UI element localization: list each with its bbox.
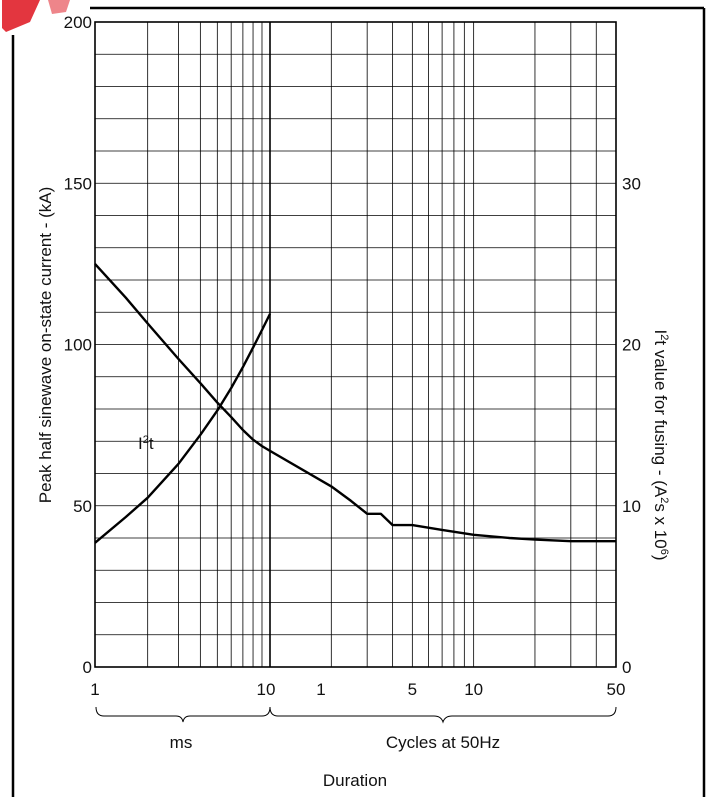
labels: 0 50 100 150 200 0 10 20 30 1 10 1 5 10 50 bbox=[64, 13, 641, 699]
x-tick-label: 10 bbox=[257, 680, 276, 699]
right-tick-label: 20 bbox=[622, 336, 641, 355]
right-axis-title: I2t value for fusing - (A2s x 106) bbox=[651, 330, 670, 561]
i2t-series-label: I2t bbox=[138, 434, 154, 453]
left-tick-label: 0 bbox=[83, 658, 92, 677]
left-axis-title: Peak half sinewave on-state current - (k… bbox=[36, 187, 55, 504]
watermark-fragment bbox=[48, 0, 70, 14]
left-tick-label: 50 bbox=[73, 497, 92, 516]
ms-bracket bbox=[95, 706, 271, 723]
x-tick-label: 50 bbox=[607, 680, 626, 699]
grid bbox=[94, 21, 617, 668]
right-tick-label: 0 bbox=[622, 658, 631, 677]
x-tick-label: 10 bbox=[464, 680, 483, 699]
cycles-segment-label: Cycles at 50Hz bbox=[386, 733, 500, 752]
i2t-curve bbox=[94, 313, 272, 544]
left-tick-label: 150 bbox=[64, 174, 92, 193]
curves bbox=[94, 263, 616, 544]
cycles-bracket bbox=[269, 706, 617, 724]
left-tick-label: 100 bbox=[64, 336, 92, 355]
ms-segment-label: ms bbox=[170, 733, 193, 752]
right-tick-label: 10 bbox=[622, 497, 641, 516]
plot-area-border bbox=[94, 21, 617, 668]
watermark-fragment bbox=[2, 0, 40, 32]
x-axis-title: Duration bbox=[323, 771, 387, 790]
x-tick-label: 5 bbox=[408, 680, 417, 699]
x-tick-label: 1 bbox=[316, 680, 325, 699]
right-tick-label: 30 bbox=[622, 174, 641, 193]
left-tick-label: 200 bbox=[64, 13, 92, 32]
x-tick-label: 1 bbox=[90, 680, 99, 699]
peak-current-curve bbox=[94, 263, 616, 543]
